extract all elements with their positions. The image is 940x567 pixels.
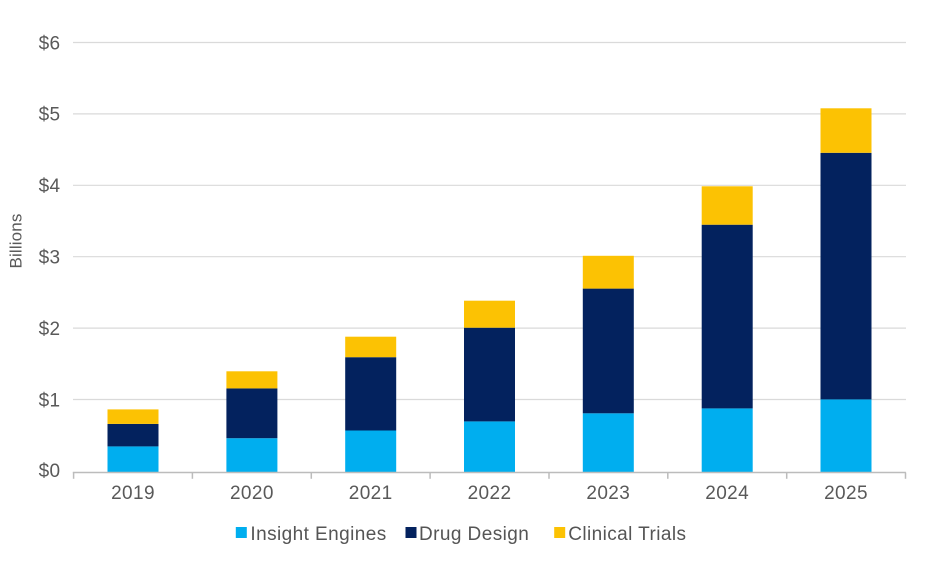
svg-text:2021: 2021 (349, 483, 393, 504)
svg-text:2020: 2020 (230, 483, 274, 504)
svg-text:Billions: Billions (7, 213, 26, 268)
svg-text:$0: $0 (39, 461, 61, 482)
svg-text:$4: $4 (39, 176, 61, 197)
svg-text:2022: 2022 (468, 483, 512, 504)
svg-text:$3: $3 (39, 248, 61, 269)
svg-text:$6: $6 (39, 33, 61, 54)
svg-text:$2: $2 (39, 319, 61, 340)
svg-text:2024: 2024 (705, 483, 749, 504)
svg-text:Drug Design: Drug Design (419, 524, 529, 545)
svg-text:2023: 2023 (586, 483, 630, 504)
svg-text:2025: 2025 (824, 483, 868, 504)
svg-text:2019: 2019 (111, 483, 155, 504)
svg-text:$1: $1 (39, 390, 61, 411)
svg-text:$5: $5 (39, 105, 61, 126)
svg-text:Insight Engines: Insight Engines (250, 524, 386, 545)
svg-text:Clinical Trials: Clinical Trials (568, 524, 686, 545)
